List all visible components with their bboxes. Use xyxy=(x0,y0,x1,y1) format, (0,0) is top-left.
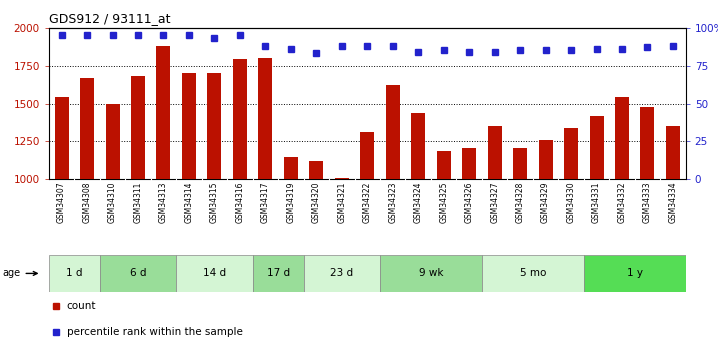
Bar xyxy=(564,128,578,179)
Bar xyxy=(131,76,145,179)
Text: GSM34313: GSM34313 xyxy=(159,182,168,223)
Text: GSM34314: GSM34314 xyxy=(185,182,193,223)
Bar xyxy=(253,255,304,292)
Bar xyxy=(584,255,686,292)
Bar xyxy=(462,148,476,179)
Text: GSM34333: GSM34333 xyxy=(643,182,652,223)
Bar xyxy=(482,255,584,292)
Text: 6 d: 6 d xyxy=(130,268,146,278)
Text: 5 mo: 5 mo xyxy=(520,268,546,278)
Bar xyxy=(360,131,374,179)
Text: GSM34321: GSM34321 xyxy=(337,182,346,223)
Text: GSM34330: GSM34330 xyxy=(567,182,576,223)
Text: 1 y: 1 y xyxy=(627,268,643,278)
Bar xyxy=(380,255,482,292)
Text: percentile rank within the sample: percentile rank within the sample xyxy=(67,327,243,337)
Text: GSM34331: GSM34331 xyxy=(592,182,601,223)
Text: GSM34326: GSM34326 xyxy=(465,182,474,223)
Bar xyxy=(176,255,253,292)
Bar xyxy=(335,178,349,179)
Text: GSM34308: GSM34308 xyxy=(83,182,91,223)
Bar xyxy=(55,97,68,179)
Text: GSM34332: GSM34332 xyxy=(617,182,627,223)
Bar xyxy=(304,255,380,292)
Text: GSM34311: GSM34311 xyxy=(134,182,142,223)
Bar xyxy=(488,126,502,179)
Text: GSM34334: GSM34334 xyxy=(668,182,678,223)
Text: GSM34319: GSM34319 xyxy=(286,182,295,223)
Bar xyxy=(208,73,221,179)
Text: GSM34310: GSM34310 xyxy=(108,182,117,223)
Bar xyxy=(666,126,680,179)
Bar xyxy=(284,157,298,179)
Bar xyxy=(538,140,553,179)
Bar xyxy=(49,255,100,292)
Text: 23 d: 23 d xyxy=(330,268,353,278)
Text: GSM34328: GSM34328 xyxy=(516,182,525,223)
Text: GSM34316: GSM34316 xyxy=(236,182,244,223)
Bar xyxy=(233,59,247,179)
Bar xyxy=(615,97,629,179)
Text: GSM34307: GSM34307 xyxy=(57,182,66,223)
Text: GSM34323: GSM34323 xyxy=(388,182,397,223)
Text: 17 d: 17 d xyxy=(266,268,289,278)
Bar xyxy=(589,116,604,179)
Bar xyxy=(386,85,400,179)
Text: 14 d: 14 d xyxy=(203,268,226,278)
Text: GSM34317: GSM34317 xyxy=(261,182,270,223)
Text: GSM34324: GSM34324 xyxy=(414,182,423,223)
Bar xyxy=(157,46,170,179)
Bar xyxy=(513,148,527,179)
Bar xyxy=(640,107,655,179)
Bar xyxy=(411,114,425,179)
Text: GSM34320: GSM34320 xyxy=(312,182,321,223)
Bar xyxy=(106,104,119,179)
Bar xyxy=(258,58,272,179)
Bar xyxy=(437,150,451,179)
Text: GDS912 / 93111_at: GDS912 / 93111_at xyxy=(49,12,170,25)
Text: 1 d: 1 d xyxy=(66,268,83,278)
Text: GSM34322: GSM34322 xyxy=(363,182,372,223)
Bar xyxy=(80,78,94,179)
Text: GSM34329: GSM34329 xyxy=(541,182,550,223)
Text: GSM34325: GSM34325 xyxy=(439,182,448,223)
Text: 9 wk: 9 wk xyxy=(419,268,443,278)
Text: count: count xyxy=(67,302,96,312)
Text: GSM34315: GSM34315 xyxy=(210,182,219,223)
Bar xyxy=(182,73,196,179)
Text: GSM34327: GSM34327 xyxy=(490,182,499,223)
Bar xyxy=(100,255,176,292)
Bar xyxy=(309,161,323,179)
Text: age: age xyxy=(2,268,37,278)
